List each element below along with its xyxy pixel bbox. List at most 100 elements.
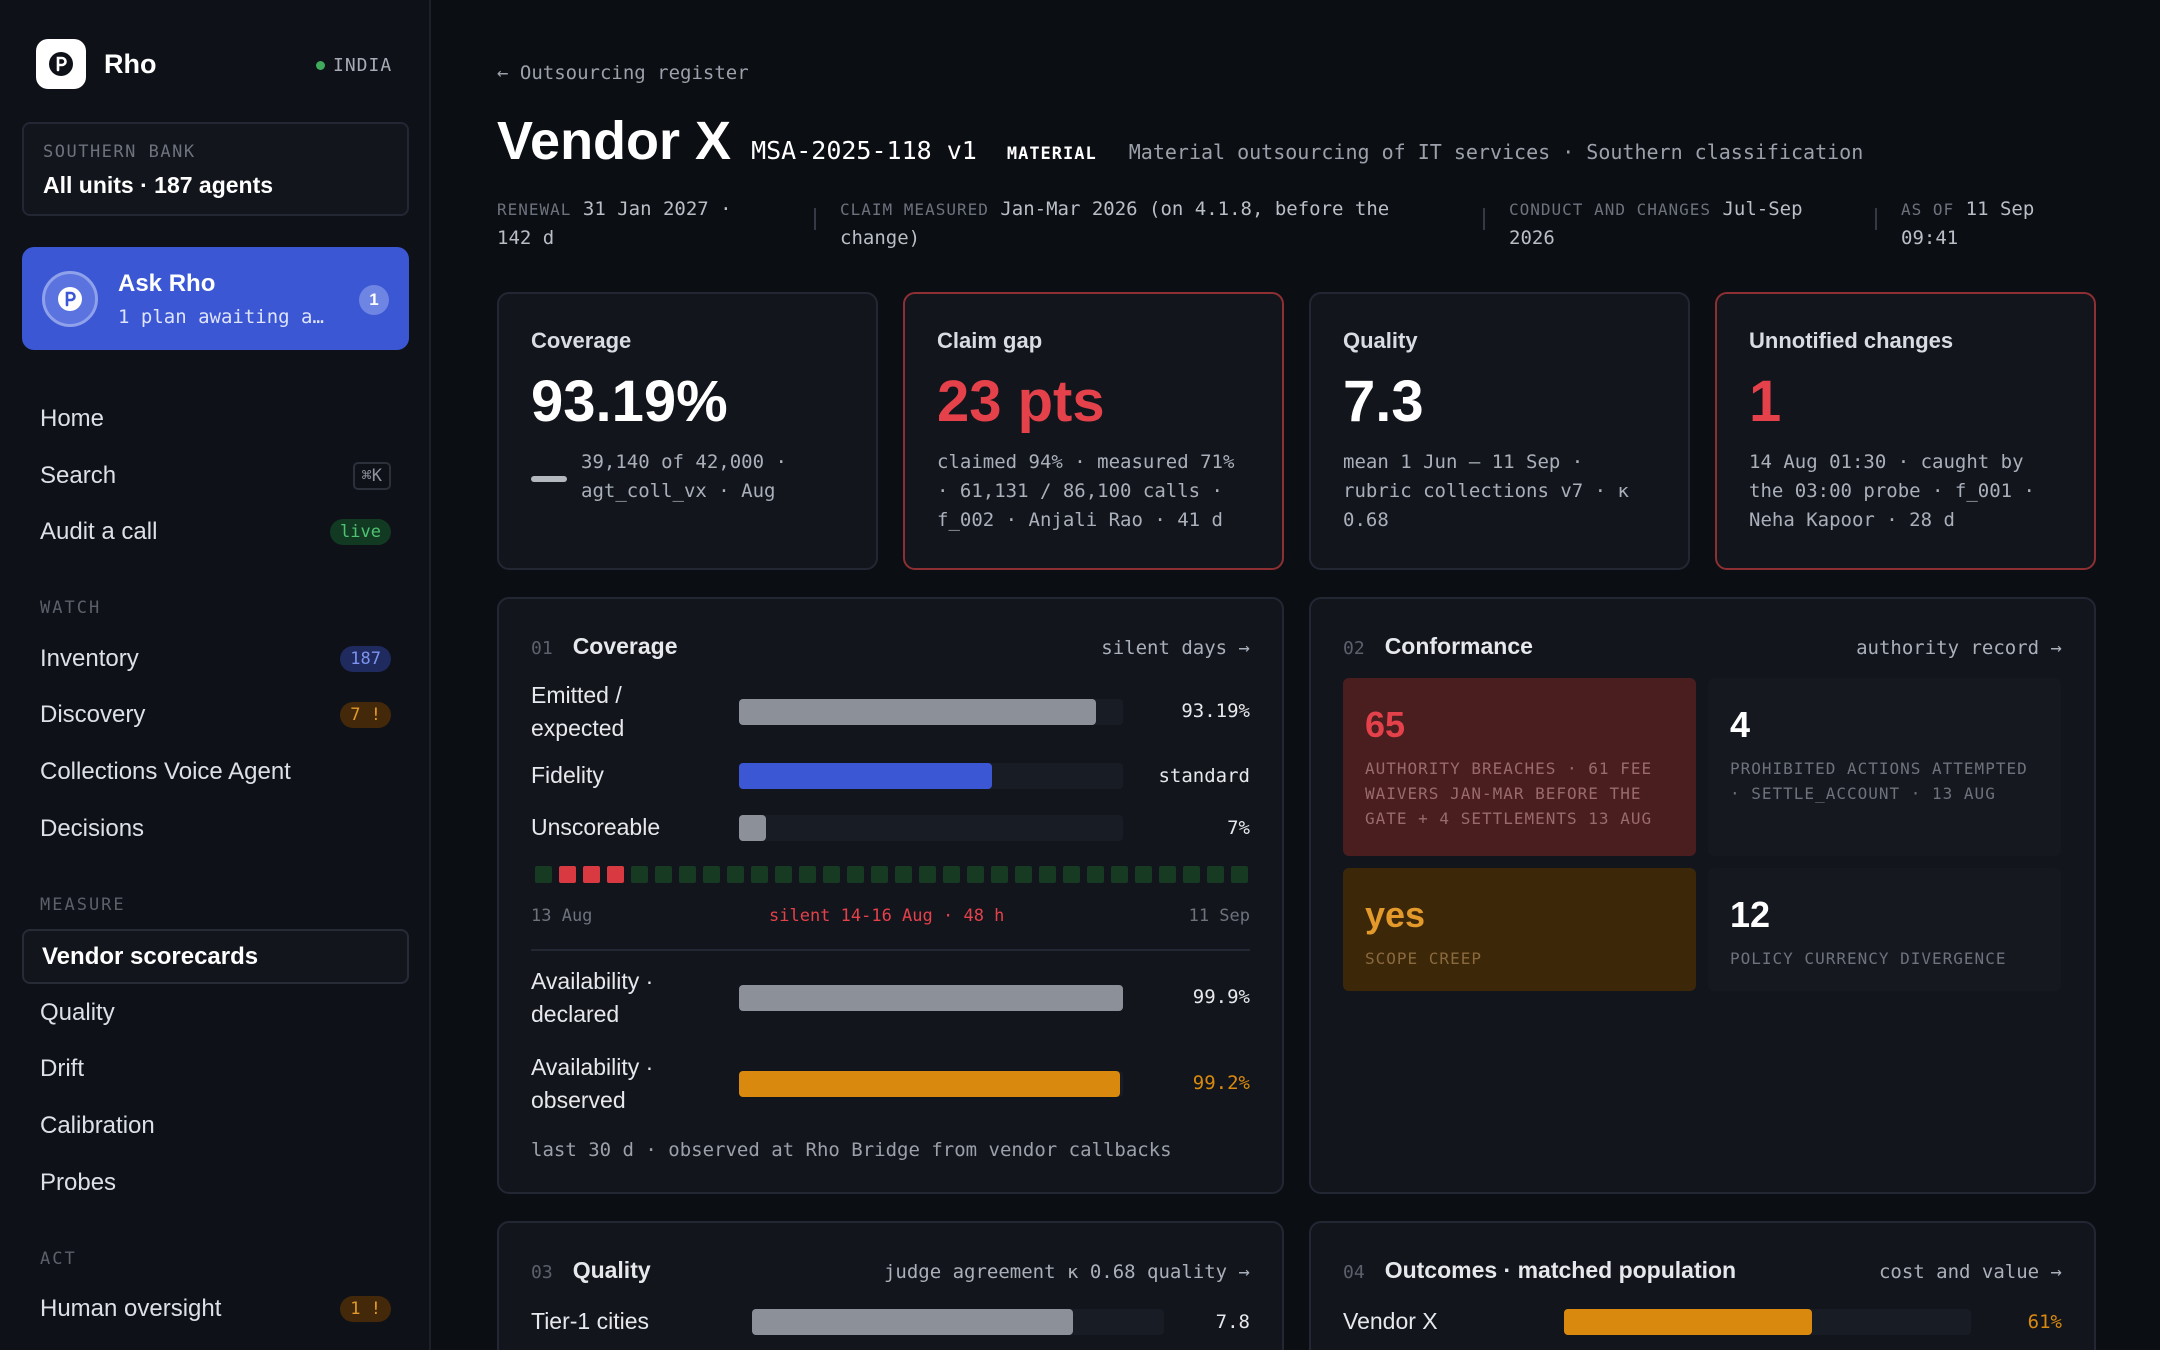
strip-end-date: 11 Sep xyxy=(1188,906,1250,926)
silent-days-strip xyxy=(531,866,1251,883)
day-square-ok[interactable] xyxy=(1039,866,1056,883)
ask-rho-button[interactable]: Ask Rho 1 plan awaiting a… 1 xyxy=(22,247,409,350)
row-value: 99.2% xyxy=(1192,1072,1250,1094)
meta-value: 2026 xyxy=(1509,227,1555,249)
day-square-ok[interactable] xyxy=(1183,866,1200,883)
day-square-ok[interactable] xyxy=(991,866,1008,883)
sidebar-item-label: Inventory xyxy=(40,645,139,672)
day-square-silent[interactable] xyxy=(607,866,624,883)
sidebar-item-calibration[interactable]: Calibration xyxy=(22,1100,409,1152)
row-value: 99.9% xyxy=(1192,986,1250,1008)
brand[interactable]: Rho xyxy=(36,39,156,89)
sidebar-item-human-oversight[interactable]: Human oversight 1 ! xyxy=(22,1283,409,1335)
kpi-card-coverage[interactable]: Coverage 93.19% 39,140 of 42,000 · agt_co… xyxy=(497,292,878,570)
day-square-ok[interactable] xyxy=(967,866,984,883)
conformance-panel: 02 Conformance authority record → 65 AUTH… xyxy=(1309,597,2096,1194)
sidebar-item-decisions[interactable]: Decisions xyxy=(22,803,409,855)
sidebar-item-label: Probes xyxy=(40,1169,117,1196)
day-square-ok[interactable] xyxy=(1111,866,1128,883)
kpi-card-quality[interactable]: Quality 7.3 mean 1 Jun – 11 Sep · rubric … xyxy=(1309,292,1690,570)
sidebar-item-inventory[interactable]: Inventory 187 xyxy=(22,633,409,685)
bar-fill xyxy=(739,699,1097,725)
authority-record-link[interactable]: authority record → xyxy=(1856,637,2062,659)
authority-breaches-cell[interactable]: 65 AUTHORITY BREACHES · 61 FEE WAIVERS J… xyxy=(1343,678,1696,856)
org-selector[interactable]: SOUTHERN BANK All units · 187 agents xyxy=(22,122,409,216)
sidebar-item-label: Collections Voice Agent xyxy=(40,758,291,785)
kpi-detail: 39,140 of 42,000 · agt_coll_vx · Aug xyxy=(581,448,787,506)
day-square-ok[interactable] xyxy=(679,866,696,883)
sidebar-item-quality[interactable]: Quality xyxy=(22,987,409,1039)
scope-creep-cell[interactable]: yes SCOPE CREEP xyxy=(1343,868,1696,991)
sidebar-item-label: Home xyxy=(40,405,105,432)
day-square-ok[interactable] xyxy=(703,866,720,883)
day-square-ok[interactable] xyxy=(799,866,816,883)
kpi-detail: mean 1 Jun – 11 Sep · rubric collections … xyxy=(1343,448,1629,535)
sidebar-item-drift[interactable]: Drift xyxy=(22,1043,409,1095)
ask-rho-subtitle: 1 plan awaiting a… xyxy=(118,305,324,328)
panel-number: 04 xyxy=(1343,1262,1365,1283)
row-label: Availability · declared xyxy=(531,965,653,1031)
silent-period-label: silent 14-16 Aug · 48 h xyxy=(769,906,1005,926)
section-act: ACT xyxy=(40,1249,77,1269)
day-square-ok[interactable] xyxy=(871,866,888,883)
day-square-ok[interactable] xyxy=(535,866,552,883)
cost-and-value-link[interactable]: cost and value → xyxy=(1878,1261,2062,1283)
day-square-ok[interactable] xyxy=(1087,866,1104,883)
kpi-label: Coverage xyxy=(531,328,632,353)
sidebar-item-probes[interactable]: Probes xyxy=(22,1157,409,1209)
row-value: standard xyxy=(1158,765,1250,787)
panel-title: 04 Outcomes · matched population xyxy=(1343,1257,1736,1284)
panel-number: 01 xyxy=(531,638,553,659)
day-square-ok[interactable] xyxy=(751,866,768,883)
sidebar-item-discovery[interactable]: Discovery 7 ! xyxy=(22,689,409,741)
prohibited-actions-cell[interactable]: 4 PROHIBITED ACTIONS ATTEMPTED · SETTLE_… xyxy=(1708,678,2061,856)
breadcrumb-back-link[interactable]: ← Outsourcing register xyxy=(497,62,749,84)
panel-title-text: Quality xyxy=(572,1257,651,1283)
day-square-ok[interactable] xyxy=(1159,866,1176,883)
meta-key: CONDUCT AND CHANGES xyxy=(1509,200,1712,219)
day-square-ok[interactable] xyxy=(1135,866,1152,883)
day-square-ok[interactable] xyxy=(1063,866,1080,883)
section-watch: WATCH xyxy=(40,598,102,618)
day-square-ok[interactable] xyxy=(823,866,840,883)
day-square-ok[interactable] xyxy=(895,866,912,883)
coverage-panel: 01 Coverage silent days → Emitted / expect… xyxy=(497,597,1284,1194)
panel-number: 02 xyxy=(1343,638,1365,659)
section-measure: MEASURE xyxy=(40,895,126,915)
sidebar-item-collections-voice-agent[interactable]: Collections Voice Agent xyxy=(22,746,409,798)
day-square-ok[interactable] xyxy=(727,866,744,883)
day-square-ok[interactable] xyxy=(1015,866,1032,883)
sidebar-item-audit[interactable]: Audit a call live xyxy=(22,506,409,558)
cell-value: 65 xyxy=(1365,704,1406,745)
day-square-ok[interactable] xyxy=(1231,866,1248,883)
sidebar-item-vendor-scorecards[interactable]: Vendor scorecards xyxy=(22,929,409,984)
kpi-card-unnotified-changes[interactable]: Unnotified changes 1 14 Aug 01:30 · caug… xyxy=(1715,292,2096,570)
meta-value: 11 Sep xyxy=(1965,198,2035,220)
kpi-card-claim-gap[interactable]: Claim gap 23 pts claimed 94% · measured … xyxy=(903,292,1284,570)
silent-days-link[interactable]: silent days → xyxy=(1101,637,1250,659)
row-label-line: Availability · xyxy=(531,1054,654,1080)
row-value: 7.8 xyxy=(1215,1311,1250,1333)
day-square-ok[interactable] xyxy=(631,866,648,883)
meta-key: RENEWAL xyxy=(497,200,572,219)
row-value: 93.19% xyxy=(1181,700,1250,722)
kpi-label: Claim gap xyxy=(937,328,1043,353)
day-square-ok[interactable] xyxy=(847,866,864,883)
day-square-silent[interactable] xyxy=(583,866,600,883)
sidebar-item-home[interactable]: Home xyxy=(22,393,409,445)
sidebar-item-label: Calibration xyxy=(40,1112,155,1139)
kpi-detail-line: rubric collections v7 · κ xyxy=(1343,480,1629,502)
sidebar-item-search[interactable]: Search ⌘K xyxy=(22,450,409,502)
day-square-silent[interactable] xyxy=(559,866,576,883)
quality-link[interactable]: judge agreement κ 0.68 quality → xyxy=(883,1261,1250,1283)
meta-value: Jul-Sep xyxy=(1722,198,1803,220)
row-label: Vendor X xyxy=(1343,1308,1438,1334)
policy-currency-cell[interactable]: 12 POLICY CURRENCY DIVERGENCE xyxy=(1708,868,2061,991)
row-label-line: Availability · xyxy=(531,968,654,994)
day-square-ok[interactable] xyxy=(1207,866,1224,883)
day-square-ok[interactable] xyxy=(919,866,936,883)
day-square-ok[interactable] xyxy=(655,866,672,883)
day-square-ok[interactable] xyxy=(775,866,792,883)
day-square-ok[interactable] xyxy=(943,866,960,883)
